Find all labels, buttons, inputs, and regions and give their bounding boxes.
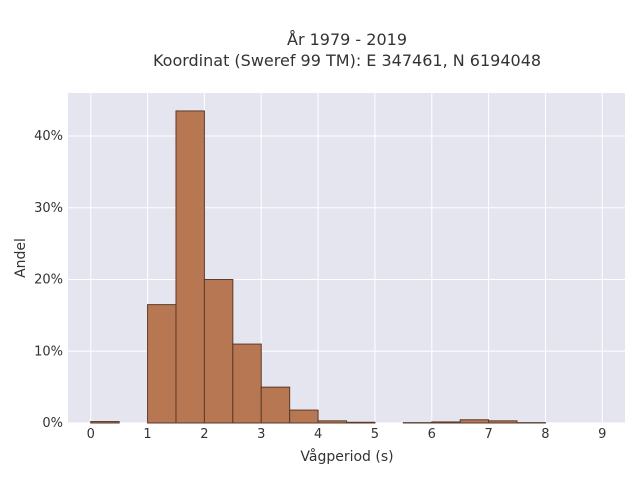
histogram-bar <box>90 421 120 424</box>
histogram-bar <box>431 421 461 424</box>
histogram-bar <box>346 421 376 424</box>
x-tick-label: 1 <box>143 427 151 442</box>
x-tick-label: 0 <box>87 427 95 442</box>
x-tick-label: 8 <box>541 427 549 442</box>
y-tick-label: 0% <box>42 416 63 431</box>
x-tick-label: 9 <box>598 427 606 442</box>
histogram-bar <box>317 420 348 424</box>
histogram-bar <box>260 386 291 424</box>
y-tick-label: 10% <box>34 344 63 359</box>
y-tick-label: 20% <box>34 273 63 288</box>
x-tick-label: 2 <box>200 427 208 442</box>
histogram-bar <box>203 279 234 424</box>
histogram-bar <box>459 419 490 424</box>
x-tick-label: 4 <box>314 427 322 442</box>
x-tick-label: 3 <box>257 427 265 442</box>
histogram-bar <box>289 409 319 424</box>
x-tick-label: 7 <box>484 427 492 442</box>
histogram-bar <box>232 343 262 424</box>
histogram-bar <box>147 304 177 424</box>
x-tick-label: 6 <box>428 427 436 442</box>
x-tick-label: 5 <box>371 427 379 442</box>
x-tick-labels: 0 1 2 3 4 5 6 7 8 9 <box>87 427 607 442</box>
y-tick-label: 40% <box>34 129 63 144</box>
chart-title: År 1979 - 2019 <box>287 30 407 49</box>
histogram-bar <box>175 110 205 424</box>
y-axis-label: Andel <box>13 238 29 278</box>
x-axis-label: Vågperiod (s) <box>300 448 393 465</box>
chart-subtitle: Koordinat (Sweref 99 TM): E 347461, N 61… <box>153 51 541 70</box>
y-tick-label: 30% <box>34 201 63 216</box>
y-tick-labels: 0% 10% 20% 30% 40% <box>34 129 63 431</box>
histogram-bar <box>488 420 518 424</box>
bars-group <box>90 110 546 424</box>
